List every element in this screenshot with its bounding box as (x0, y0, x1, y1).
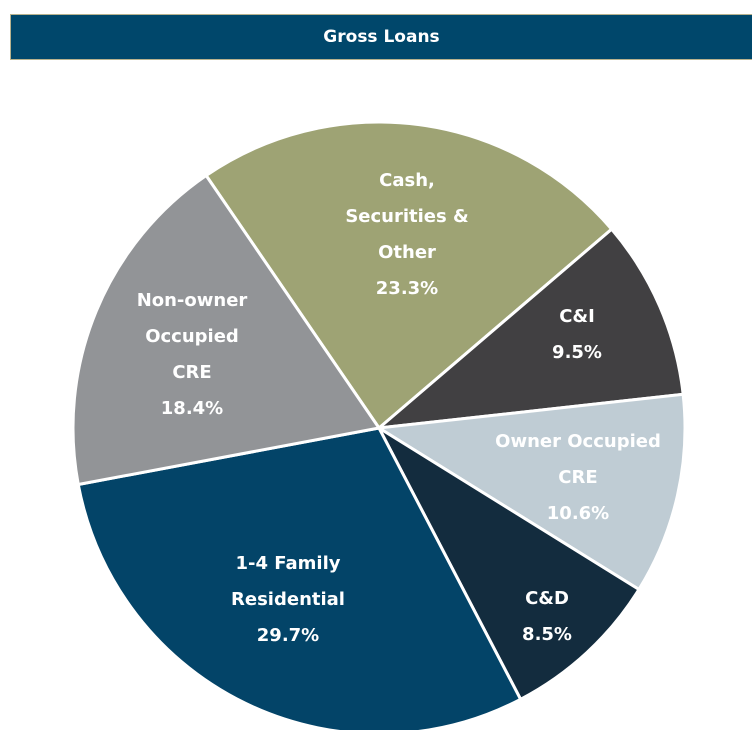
pie-slice (374, 227, 685, 431)
pie-slice (375, 423, 642, 702)
slice-label: Cash, Securities & Other 23.3% (345, 163, 468, 307)
slice-label: Non-owner Occupied CRE 18.4% (137, 283, 248, 427)
value-label: 10.6% (546, 503, 610, 524)
category-label: C&D (525, 588, 569, 609)
slice-label: Owner Occupied CRE 10.6% (495, 424, 661, 532)
category-label: 1-4 Family Residential (231, 553, 345, 610)
pie-slice (71, 173, 382, 487)
value-label: 23.3% (375, 278, 439, 299)
slice-label: C&I 9.5% (552, 299, 602, 371)
chart-title: Gross Loans (10, 14, 752, 60)
pie-slice (374, 392, 687, 592)
category-label: C&I (559, 306, 595, 327)
pie-slice (76, 426, 523, 730)
category-label: Owner Occupied CRE (495, 431, 661, 488)
slice-label: C&D 8.5% (522, 581, 572, 653)
value-label: 8.5% (522, 624, 572, 645)
value-label: 29.7% (256, 625, 320, 646)
slice-label: 1-4 Family Residential 29.7% (231, 546, 345, 654)
pie-slice (204, 120, 614, 431)
value-label: 18.4% (160, 398, 224, 419)
value-label: 9.5% (552, 342, 602, 363)
category-label: Cash, Securities & Other (345, 170, 469, 263)
category-label: Non-owner Occupied CRE (136, 290, 248, 383)
